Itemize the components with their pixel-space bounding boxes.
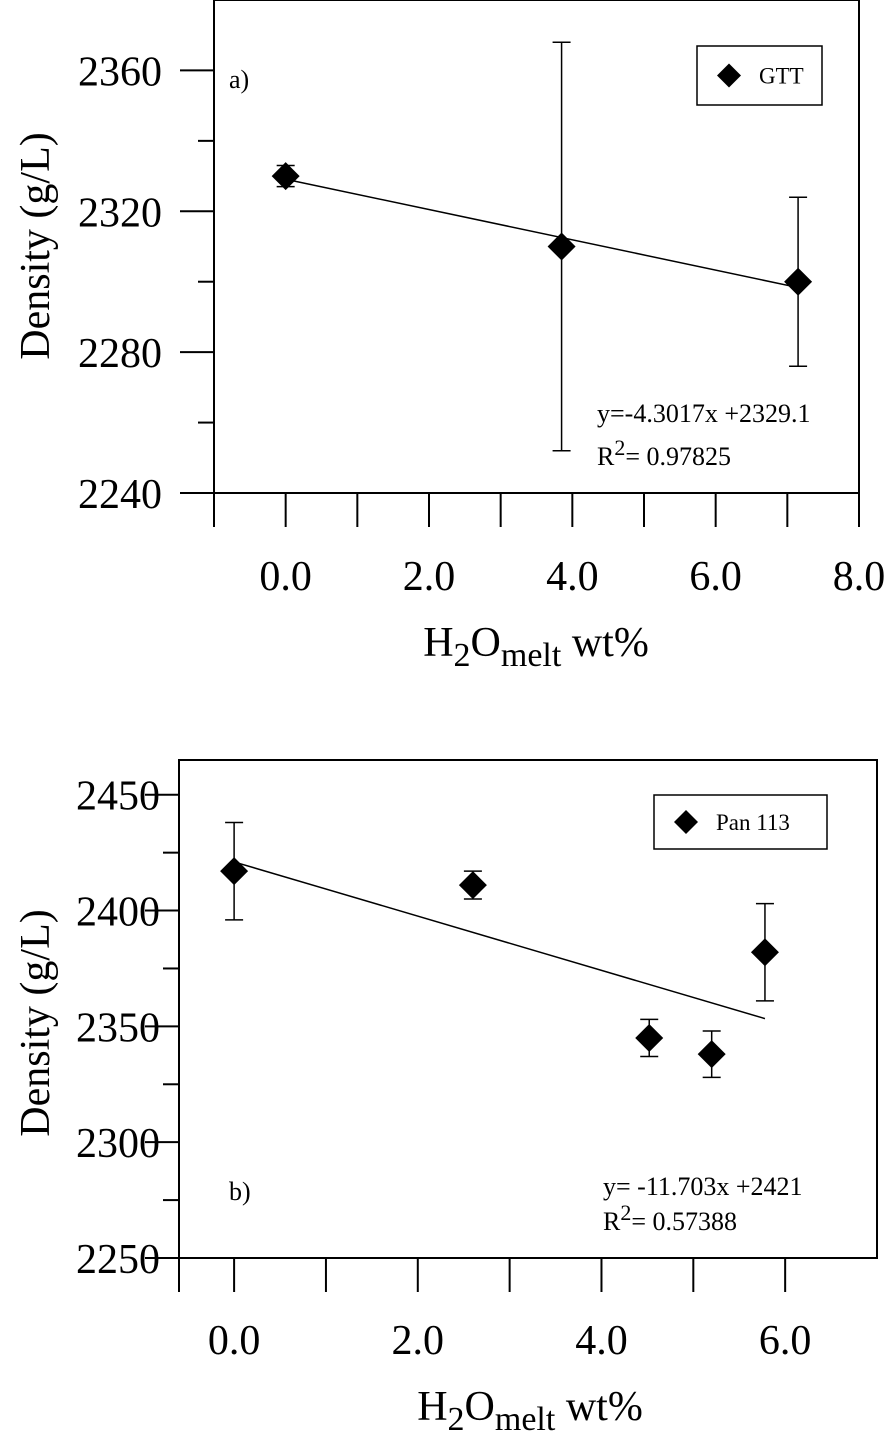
r-sup: 2 bbox=[620, 1200, 631, 1225]
x-tick-label: 6.0 bbox=[759, 1318, 812, 1364]
r-value: = 0.97825 bbox=[625, 442, 731, 471]
fit-line bbox=[233, 861, 766, 1020]
x-tick-label: 4.0 bbox=[575, 1318, 628, 1364]
fit-equation: y= -11.703x +2421 bbox=[603, 1172, 803, 1201]
y-tick-label: 2250 bbox=[76, 1237, 160, 1283]
x-axis-title: H2Omelt wt% bbox=[423, 620, 649, 674]
x-title-part: O bbox=[465, 1384, 495, 1430]
x-title-part: H bbox=[423, 620, 453, 666]
r-sup: 2 bbox=[614, 435, 625, 460]
y-tick-label: 2400 bbox=[76, 890, 160, 936]
panel-label: a) bbox=[229, 65, 249, 94]
data-point bbox=[547, 232, 576, 261]
x-title-sub: melt bbox=[495, 1401, 556, 1431]
y-tick-label: 2300 bbox=[76, 1121, 160, 1167]
x-tick-label: 2.0 bbox=[392, 1318, 445, 1364]
x-tick-label: 2.0 bbox=[403, 554, 456, 600]
legend-label: Pan 113 bbox=[716, 810, 790, 835]
x-tick-label: 0.0 bbox=[208, 1318, 261, 1364]
y-axis: 2240 2280 2320 2360 bbox=[78, 49, 214, 518]
data-point bbox=[458, 871, 487, 900]
x-axis: 0.0 2.0 4.0 6.0 8.0 bbox=[213, 493, 886, 600]
data-point bbox=[220, 857, 249, 886]
legend-marker bbox=[674, 810, 698, 834]
fit-line bbox=[285, 178, 799, 289]
x-title-sub: melt bbox=[501, 637, 562, 674]
y-axis-title: Density (g/L) bbox=[13, 132, 59, 359]
y-tick-label: 2240 bbox=[78, 472, 162, 518]
x-title-sub: 2 bbox=[454, 637, 471, 674]
chart-panel-a: 2240 2280 2320 2360 0.0 2.0 4.0 6.0 8.0 Density (… bbox=[13, 0, 885, 674]
x-axis: 0.0 2.0 4.0 6.0 bbox=[178, 1258, 812, 1364]
r-prefix: R bbox=[597, 442, 615, 471]
legend: GTT bbox=[696, 45, 823, 106]
panel-label: b) bbox=[229, 1177, 251, 1206]
data-point bbox=[784, 267, 813, 296]
legend-marker bbox=[717, 63, 741, 88]
r-value: = 0.57388 bbox=[631, 1207, 737, 1236]
x-tick-label: 0.0 bbox=[259, 554, 312, 600]
x-tick-label: 8.0 bbox=[833, 554, 886, 600]
plot-frame bbox=[178, 759, 878, 1259]
plot-frame bbox=[213, 0, 860, 494]
legend-label: GTT bbox=[759, 64, 804, 89]
fit-equation: y=-4.3017x +2329.1 bbox=[597, 399, 810, 428]
x-title-part: H bbox=[417, 1384, 447, 1430]
r-squared: R2= 0.97825 bbox=[597, 435, 731, 471]
r-squared: R2= 0.57388 bbox=[603, 1200, 737, 1236]
x-title-part: wt% bbox=[555, 1384, 643, 1430]
y-tick-label: 2360 bbox=[78, 49, 162, 95]
data-point bbox=[750, 938, 779, 967]
x-axis-title: H2Omelt wt% bbox=[417, 1384, 643, 1431]
y-tick-label: 2350 bbox=[76, 1005, 160, 1051]
x-title-part: O bbox=[471, 620, 501, 666]
legend: Pan 113 bbox=[653, 794, 828, 850]
chart-panel-b: 2250 2300 2350 2400 2450 0.0 2.0 4.0 6.0 Density … bbox=[13, 759, 878, 1431]
series-pan-113 bbox=[220, 821, 779, 1079]
r-prefix: R bbox=[603, 1207, 621, 1236]
y-tick-label: 2450 bbox=[76, 774, 160, 820]
y-axis: 2250 2300 2350 2400 2450 bbox=[76, 774, 179, 1283]
y-tick-label: 2320 bbox=[78, 190, 162, 236]
data-point bbox=[697, 1040, 726, 1069]
x-title-part: wt% bbox=[561, 620, 649, 666]
x-title-sub: 2 bbox=[448, 1401, 465, 1431]
y-axis-title: Density (g/L) bbox=[13, 909, 59, 1136]
series-gtt bbox=[271, 41, 813, 452]
data-point bbox=[271, 162, 300, 191]
x-tick-label: 4.0 bbox=[546, 554, 599, 600]
data-point bbox=[635, 1023, 664, 1052]
x-tick-label: 6.0 bbox=[689, 554, 742, 600]
y-tick-label: 2280 bbox=[78, 331, 162, 377]
